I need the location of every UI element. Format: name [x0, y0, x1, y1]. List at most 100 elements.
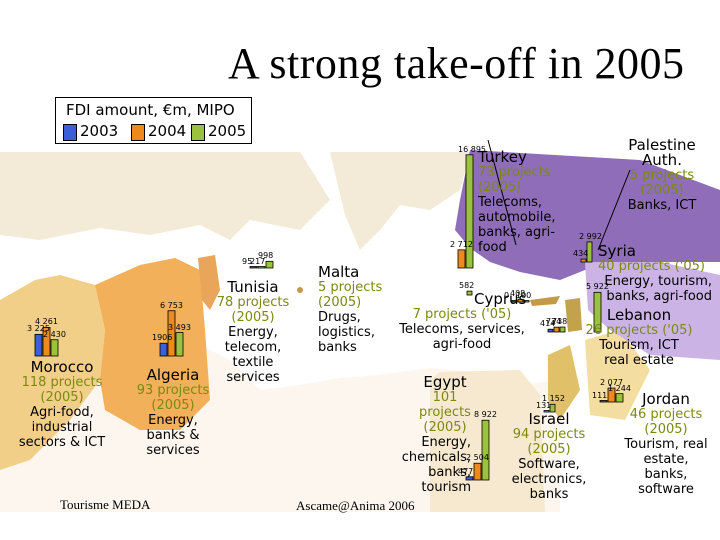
country-name: Tunisia [227, 278, 279, 296]
country-block-syria: Syria 40 projects ('05) Energy, tourism,… [598, 244, 716, 305]
value-label-egypt-2004: 2 504 [466, 453, 489, 463]
country-block-morocco: Morocco 118 projects (2005) Agri-food, i… [0, 358, 124, 451]
country-projects: 7 projects ('05) [412, 307, 512, 322]
bar-israel-2004 [543, 410, 550, 413]
legend-year-2004: 2004 [148, 122, 187, 140]
legend-year-2003: 2003 [80, 122, 119, 140]
legend: FDI amount, €m, MIPO 2003 2004 2005 [55, 97, 252, 144]
bar-cyprus-2003 [511, 300, 518, 303]
country-block-lebanon: Lebanon 26 projects ('05) Tourism, ICT r… [584, 308, 694, 369]
country-sectors: Banks, ICT [627, 198, 697, 213]
bar-egypt-2005 [481, 419, 490, 481]
footer-right: Ascame@Anima 2006 [296, 498, 415, 513]
palestine-leader-line [597, 169, 631, 251]
legend-year-2005: 2005 [208, 122, 247, 140]
value-label-jordan-2003: 111 [592, 390, 608, 400]
bar-morocco-2005 [50, 339, 59, 357]
value-label-syria-2005: 2 992 [579, 231, 602, 241]
country-name: Turkey [478, 148, 527, 166]
country-projects: 40 projects ('05) [598, 259, 705, 274]
bar-morocco-2003 [34, 333, 43, 357]
country-sectors: Energy, chemicals, banks, tourism [401, 435, 471, 495]
legend-swatch-2005 [191, 124, 205, 141]
country-sectors: Energy, telecom, textile services [224, 325, 282, 385]
bar-malta-2005 [466, 290, 473, 296]
country-name: Cyprus [474, 290, 527, 308]
value-label-cyprus-2004: 408 [510, 289, 526, 299]
country-projects: 93 projects (2005) [136, 383, 210, 413]
value-label-algeria-2004: 6 753 [160, 300, 183, 310]
value-label-israel-2004: 131 [536, 400, 552, 410]
country-projects: 101 projects (2005) [419, 390, 471, 435]
value-label-morocco-2005: 2 430 [43, 329, 66, 339]
country-sectors: Tourism, ICT real estate [599, 338, 679, 368]
value-label-morocco-2003: 3 225 [27, 324, 50, 334]
value-label-egypt-2005: 8 922 [474, 410, 497, 420]
bar-turkey-2005 [465, 154, 474, 269]
value-label-syria-2004: 434 [573, 249, 589, 259]
bar-lebanon-2005 [559, 326, 566, 333]
bar-syria-2005 [586, 241, 593, 263]
bar-turkey-2004 [457, 249, 466, 269]
value-label-turkey-2004: 2 712 [450, 239, 473, 249]
country-sectors: Telecoms, automobile, banks, agri-food [478, 195, 556, 255]
country-name: Algeria [146, 366, 200, 384]
country-name: Egypt [423, 373, 467, 391]
value-label-palestine-auth-2005: 5 922 [586, 282, 609, 292]
country-block-malta: Malta 5 projects (2005) Drugs, logistics… [318, 263, 384, 356]
bar-tunisia-2003 [249, 266, 258, 269]
country-projects: 46 projects (2005) [629, 407, 703, 437]
country-projects: 78 projects (2005) [216, 295, 290, 325]
value-label-cyprus-2005: 100 [516, 290, 532, 300]
country-block-palestine: Palestine Auth. 5 projects (2005) Banks,… [612, 136, 712, 214]
bar-cyprus-2004 [517, 298, 524, 303]
country-block-turkey: Turkey 73 projects (2005) Telecoms, auto… [478, 148, 564, 256]
value-label-tunisia-2004: 217 [250, 256, 266, 266]
value-label-jordan-2004: 2 077 [600, 378, 623, 388]
bar-tunisia-2005 [265, 260, 274, 269]
country-sectors: Drugs, logistics, banks [318, 310, 375, 355]
country-sectors: Energy, banks & services [146, 413, 200, 458]
country-block-egypt: Egypt 101 projects (2005) Energy, chemic… [395, 373, 495, 496]
country-projects: 118 projects (2005) [21, 375, 103, 405]
bar-israel-2005 [549, 403, 556, 413]
country-projects: 5 projects (2005) [629, 168, 695, 198]
country-name: Morocco [30, 358, 94, 376]
legend-title: FDI amount, €m, MIPO [66, 101, 235, 119]
value-label-jordan-2005: 1 244 [608, 383, 631, 393]
bar-morocco-2004 [42, 327, 51, 357]
bar-jordan-2005 [615, 393, 624, 403]
country-name: Malta [318, 263, 360, 281]
value-label-tunisia-2003: 95 [242, 256, 253, 266]
value-label-israel-2005: 1 152 [542, 394, 565, 404]
country-sectors: Agri-food, industrial sectors & ICT [18, 405, 106, 450]
country-name: Israel [528, 410, 570, 428]
value-label-algeria-2003: 1906 [152, 333, 173, 343]
value-label-tunisia-2005: 998 [258, 251, 274, 261]
bar-algeria-2004 [167, 310, 176, 357]
value-label-algeria-2005: 3 493 [168, 322, 191, 332]
bar-jordan-2003 [599, 400, 608, 403]
bar-jordan-2004 [607, 387, 616, 403]
country-sectors: Tourism, real estate, banks, software [624, 437, 708, 497]
bar-egypt-2004 [473, 462, 482, 481]
country-projects: 73 projects (2005) [478, 165, 551, 195]
value-label-lebanon-2003: 414 [540, 319, 556, 329]
country-block-israel: Israel 94 projects (2005) Software, elec… [504, 410, 594, 503]
country-block-cyprus: Cyprus 7 projects ('05) Telecoms, servic… [392, 290, 532, 353]
slide-title: A strong take-off in 2005 [228, 39, 685, 88]
legend-swatch-2003 [63, 124, 77, 141]
bar-egypt-2003 [465, 476, 474, 481]
footer-left: Tourisme MEDA [60, 497, 151, 512]
bar-cyprus-2005 [523, 300, 530, 303]
country-block-algeria: Algeria 93 projects (2005) Energy, banks… [120, 366, 226, 459]
value-label-cyprus-2003: 0 [504, 290, 510, 300]
country-name: Palestine Auth. [628, 136, 696, 169]
value-label-lebanon-2005: 738 [552, 317, 568, 327]
bar-lebanon-2004 [553, 326, 560, 333]
bar-lebanon-2003 [547, 328, 554, 333]
country-sectors: Telecoms, services, agri-food [399, 322, 525, 352]
country-sectors: Software, electronics, banks [511, 457, 587, 502]
